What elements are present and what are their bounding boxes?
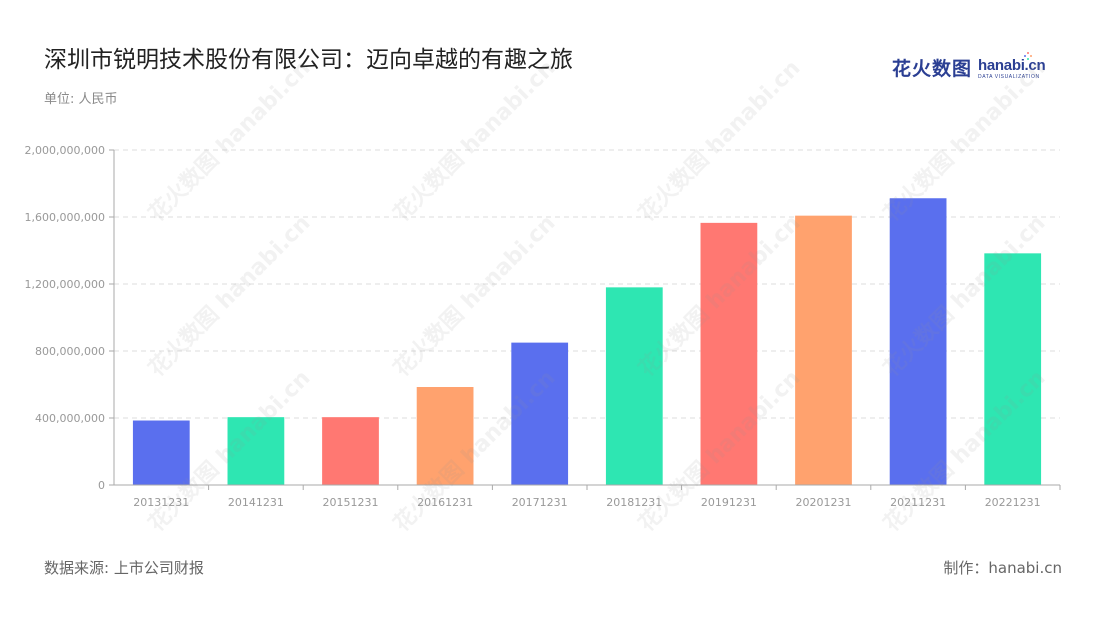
unit-label: 单位: 人民币 bbox=[44, 92, 118, 107]
x-tick-label: 20201231 bbox=[796, 496, 852, 509]
bar-20221231 bbox=[984, 253, 1042, 485]
y-tick-label: 400,000,000 bbox=[35, 412, 105, 425]
chart-title: 深圳市锐明技术股份有限公司：迈向卓越的有趣之旅 bbox=[44, 47, 573, 73]
x-tick-label: 20151231 bbox=[323, 496, 379, 509]
bar-20201231 bbox=[795, 215, 852, 485]
spark-icon bbox=[1024, 52, 1032, 60]
bar-20151231 bbox=[322, 417, 379, 485]
bar-20171231 bbox=[511, 342, 569, 485]
y-tick-label: 1,200,000,000 bbox=[25, 278, 105, 291]
x-tick-label: 20211231 bbox=[890, 496, 946, 509]
y-tick-label: 0 bbox=[98, 479, 105, 492]
x-tick-label: 20191231 bbox=[701, 496, 757, 509]
x-tick-label: 20221231 bbox=[985, 496, 1041, 509]
credit-text: 制作：hanabi.cn bbox=[943, 559, 1062, 577]
logo-subtitle: DATA VISUALIZATION bbox=[978, 74, 1040, 80]
bar-20161231 bbox=[416, 387, 474, 485]
axes: 0 400,000,000 800,000,000 1,200,000,000 1,60… bbox=[25, 144, 1061, 509]
bar-20191231 bbox=[700, 222, 758, 486]
y-tick-label: 1,600,000,000 bbox=[25, 211, 105, 224]
x-tick-label: 20171231 bbox=[512, 496, 568, 509]
y-tick-label: 800,000,000 bbox=[35, 345, 105, 358]
bars bbox=[132, 198, 1042, 486]
bar-20181231 bbox=[605, 287, 663, 485]
logo-english-block: hanabi.cn DATA VISUALIZATION bbox=[978, 57, 1046, 80]
logo-english-text: hanabi.cn bbox=[978, 57, 1046, 74]
data-source: 数据来源: 上市公司财报 bbox=[44, 559, 204, 577]
logo-chinese-text: 花火数图 bbox=[892, 58, 973, 80]
x-tick-label: 20131231 bbox=[133, 496, 189, 509]
bar-20211231 bbox=[889, 198, 947, 486]
y-tick-label: 2,000,000,000 bbox=[25, 144, 105, 157]
bar-20131231 bbox=[132, 420, 190, 485]
x-tick-label: 20141231 bbox=[228, 496, 284, 509]
x-tick-label: 20161231 bbox=[417, 496, 473, 509]
x-tick-label: 20181231 bbox=[606, 496, 662, 509]
hanabi-logo: 花火数图 hanabi.cn DATA VISUALIZATION bbox=[892, 52, 1046, 80]
bar-20141231 bbox=[227, 417, 285, 485]
